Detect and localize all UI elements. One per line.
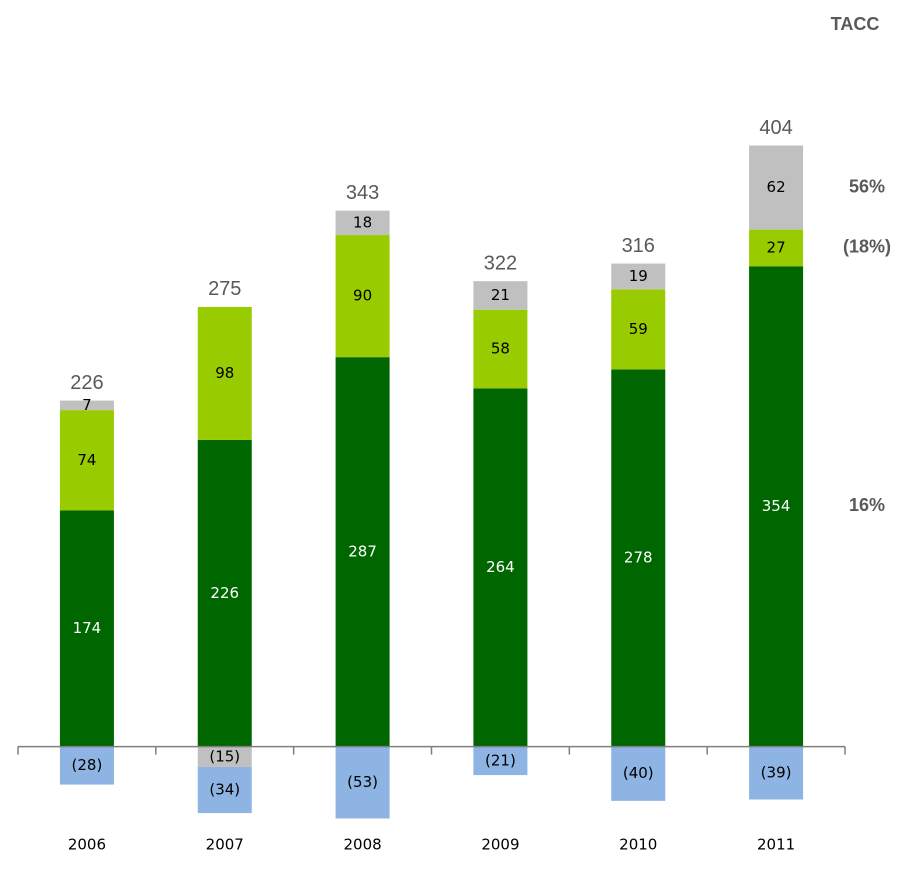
segment-label: 21 [491,286,510,304]
bar-segment [749,229,804,267]
segment-label: 98 [215,364,234,382]
bar-segment [473,281,528,310]
segment-label: 74 [77,451,96,469]
total-label: 404 [759,117,792,139]
bar-segment [749,266,804,747]
segment-label: 264 [486,558,515,576]
bar-segment [197,439,252,747]
total-label: 343 [346,182,379,204]
bar-segment [611,369,666,747]
bar-segment [749,145,804,230]
bar-segment [335,235,390,358]
bar-segment [611,263,666,290]
total-label: 226 [70,372,103,394]
segment-label: (28) [72,756,103,774]
tacc-label: 16% [849,495,885,515]
bar-segment [197,306,252,440]
total-label: 316 [622,235,655,257]
segment-label: 90 [353,287,372,305]
segment-label: 278 [624,548,653,566]
bar-segment [473,388,528,747]
segment-label: 58 [491,340,510,358]
segment-label: 59 [629,320,648,338]
segment-label: (40) [623,764,654,782]
segment-label: 19 [629,267,648,285]
x-tick-label: 2009 [481,836,519,854]
segment-label: 287 [348,542,377,560]
bar-segment [335,746,390,819]
bar-segment [611,289,666,370]
total-label: 275 [208,278,241,300]
segment-label: 7 [82,396,92,414]
bar-segment [59,410,114,511]
x-tick-label: 2006 [68,836,106,854]
x-tick-label: 2007 [206,836,244,854]
bar-segment [473,309,528,389]
segment-label: 62 [767,178,786,196]
tacc-label: (18%) [843,237,891,257]
bar-segment [197,746,252,767]
bar-segment [59,400,114,411]
segment-label: (34) [209,781,240,799]
total-label: 322 [484,252,517,274]
segment-label: (21) [485,751,516,769]
x-tick-label: 2011 [757,836,795,854]
segment-label: 226 [210,584,239,602]
bar-segment [59,510,114,747]
segment-label: (39) [761,764,792,782]
bar-segment [197,766,252,814]
tacc-label: 56% [849,176,885,196]
segment-label: 354 [762,497,791,515]
tacc-header: TACC [831,14,880,34]
segment-label: (53) [347,773,378,791]
segment-label: (15) [209,747,240,765]
bar-segment [611,746,666,801]
segment-label: 174 [73,619,102,637]
bar-segment [335,357,390,747]
x-tick-label: 2008 [343,836,381,854]
segment-label: 27 [767,238,786,256]
x-tick-label: 2010 [619,836,657,854]
bar-segment [59,746,114,785]
segment-label: 18 [353,213,372,231]
bar-segment [749,746,804,800]
bar-segment [335,210,390,236]
bar-segment [473,746,528,776]
